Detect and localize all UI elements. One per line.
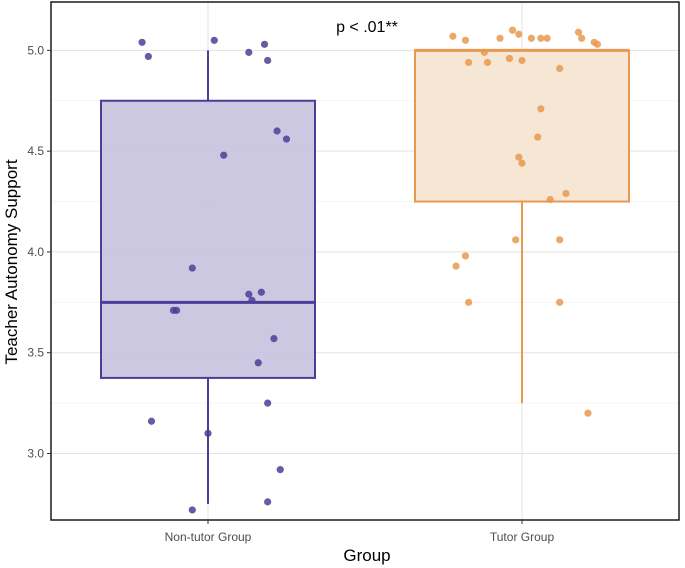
data-point bbox=[449, 32, 457, 40]
data-point bbox=[543, 34, 551, 42]
y-axis-title: Teacher Autonomy Support bbox=[2, 159, 21, 364]
data-point bbox=[527, 34, 536, 42]
jitter-points bbox=[138, 26, 601, 514]
data-point bbox=[508, 26, 517, 34]
data-point bbox=[496, 34, 504, 42]
box-iqr bbox=[100, 99, 316, 379]
data-point bbox=[537, 34, 545, 42]
data-point bbox=[270, 334, 278, 343]
data-point bbox=[574, 28, 583, 36]
data-point bbox=[518, 56, 526, 65]
data-point bbox=[505, 54, 514, 63]
data-point bbox=[245, 48, 253, 56]
data-point bbox=[254, 359, 262, 367]
data-point bbox=[465, 58, 473, 67]
data-point bbox=[584, 409, 592, 417]
data-point bbox=[188, 264, 196, 272]
data-point bbox=[245, 290, 253, 298]
x-axis-title: Group bbox=[343, 546, 390, 565]
y-tick-label: 5.0 bbox=[27, 43, 44, 57]
y-tick-label: 4.5 bbox=[27, 144, 44, 158]
data-point bbox=[282, 135, 291, 143]
y-tick-label: 3.5 bbox=[27, 346, 44, 360]
data-point bbox=[173, 306, 181, 314]
x-tick-label: Tutor Group bbox=[490, 530, 555, 544]
data-point bbox=[273, 127, 281, 135]
data-point bbox=[188, 506, 196, 514]
y-tick-label: 3.0 bbox=[27, 446, 44, 460]
data-point bbox=[248, 296, 256, 304]
data-point bbox=[452, 262, 460, 270]
data-point bbox=[546, 195, 554, 204]
data-point bbox=[144, 52, 152, 61]
data-point bbox=[257, 288, 265, 296]
panel-border bbox=[50, 1, 680, 521]
data-point bbox=[461, 252, 470, 260]
data-point bbox=[220, 151, 228, 159]
data-point bbox=[556, 298, 564, 306]
y-tick-label: 4.0 bbox=[27, 245, 44, 259]
data-point bbox=[515, 153, 523, 161]
data-point bbox=[138, 38, 146, 46]
data-point bbox=[260, 40, 269, 48]
data-point bbox=[210, 36, 218, 44]
data-point bbox=[147, 417, 156, 425]
data-point bbox=[534, 133, 542, 141]
data-point bbox=[593, 40, 601, 48]
data-point bbox=[480, 48, 488, 56]
data-point bbox=[461, 36, 470, 44]
data-point bbox=[556, 64, 564, 73]
data-point bbox=[264, 56, 272, 65]
data-point bbox=[264, 498, 272, 506]
data-point bbox=[562, 189, 570, 198]
data-point bbox=[465, 298, 473, 306]
data-point bbox=[512, 236, 520, 244]
data-point bbox=[264, 399, 272, 407]
data-point bbox=[578, 34, 586, 42]
data-point bbox=[483, 58, 492, 67]
data-point bbox=[518, 159, 526, 167]
box-iqr bbox=[414, 49, 630, 203]
data-point bbox=[537, 105, 545, 113]
significance-annotation: p < .01** bbox=[336, 19, 398, 36]
boxes bbox=[100, 48, 630, 504]
data-point bbox=[515, 30, 523, 38]
data-point bbox=[204, 429, 212, 437]
x-tick-label: Non-tutor Group bbox=[165, 530, 252, 544]
data-point bbox=[276, 466, 284, 474]
data-point bbox=[556, 236, 564, 244]
axes: 3.0 3.5 4.0 4.5 5.0 Non-tutor Group Tutor Grou… bbox=[27, 1, 680, 544]
